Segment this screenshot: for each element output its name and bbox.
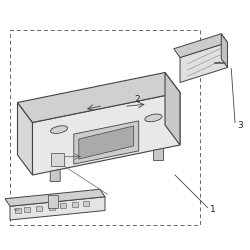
Polygon shape — [18, 102, 32, 175]
Polygon shape — [79, 126, 134, 159]
Text: 2: 2 — [135, 96, 140, 104]
Bar — [48, 195, 58, 207]
Polygon shape — [221, 34, 228, 68]
Text: 3: 3 — [237, 120, 243, 130]
Polygon shape — [74, 121, 139, 164]
Bar — [51, 153, 64, 166]
Ellipse shape — [145, 114, 162, 122]
Polygon shape — [174, 34, 228, 58]
Polygon shape — [180, 42, 228, 82]
Bar — [14, 208, 20, 213]
Bar — [24, 207, 30, 212]
Polygon shape — [165, 72, 180, 145]
Polygon shape — [10, 197, 105, 220]
Polygon shape — [50, 170, 60, 181]
Ellipse shape — [50, 126, 68, 134]
Bar — [83, 201, 89, 206]
Polygon shape — [5, 189, 105, 206]
Text: 1: 1 — [210, 206, 216, 214]
Polygon shape — [154, 148, 164, 160]
Polygon shape — [32, 92, 180, 175]
Polygon shape — [18, 72, 180, 122]
Bar — [49, 204, 55, 210]
Bar — [72, 202, 78, 207]
Bar — [36, 206, 42, 211]
Bar — [60, 204, 66, 208]
Text: bxx: bxx — [14, 208, 20, 212]
